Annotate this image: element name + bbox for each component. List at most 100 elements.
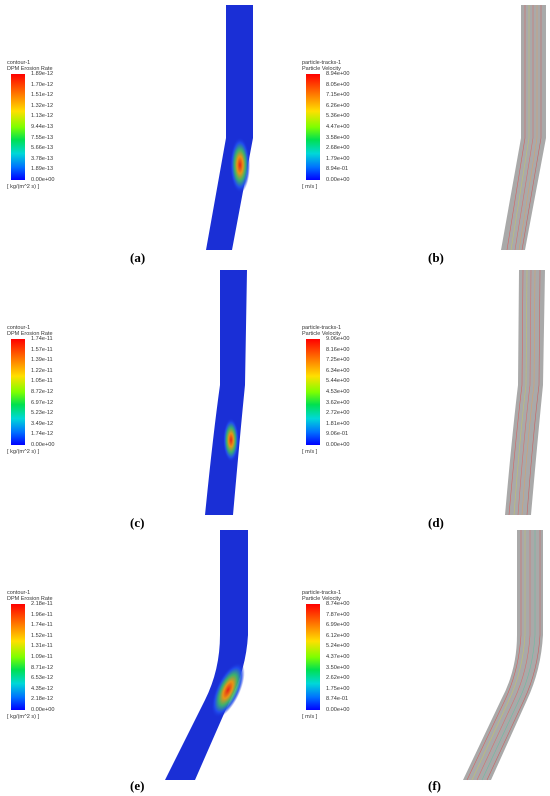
panel-e: contour-1 DPM Erosion Rate 2.18e-11 1.96… <box>0 530 275 795</box>
figure-caption: (e) <box>130 778 144 794</box>
legend-tick: 1.81e+00 <box>326 420 350 427</box>
legend-tick: 3.78e-13 <box>31 155 54 162</box>
legend-tick: 1.13e-12 <box>31 113 54 120</box>
legend-tick: 1.74e-12 <box>31 431 54 438</box>
caption-label: (a) <box>130 250 146 265</box>
color-scale-bar <box>11 604 25 710</box>
legend-unit: [ m/s ] <box>302 184 318 190</box>
panel-d: particle-tracks-1 Particle Velocity 9.06… <box>295 265 550 530</box>
legend-ticks: 8.94e+00 8.05e+00 7.15e+00 6.26e+00 5.36… <box>326 71 376 183</box>
legend-subtitle: DPM Erosion Rate <box>7 596 53 602</box>
figure-caption: (c) <box>130 515 144 531</box>
legend-tick: 8.74e-01 <box>326 696 349 703</box>
legend-tick: 5.66e-13 <box>31 145 54 152</box>
legend-tick: 8.94e+00 <box>326 71 350 77</box>
legend-tick: 1.32e-12 <box>31 102 54 109</box>
panel-f: particle-tracks-1 Particle Velocity 8.74… <box>295 530 550 795</box>
legend-title: particle-tracks-1 <box>302 325 342 331</box>
legend-tick: 7.55e-13 <box>31 134 54 141</box>
panel-a: contour-1 DPM Erosion Rate 1.89e-12 1.70… <box>0 0 275 265</box>
legend-ticks: 1.89e-12 1.70e-12 1.51e-12 1.32e-12 1.13… <box>31 71 81 183</box>
legend-tick: 1.89e-12 <box>31 71 54 77</box>
panel-b: particle-tracks-1 Particle Velocity 8.94… <box>295 0 550 265</box>
legend-unit: [ kg/(m^2 s) ] <box>7 714 40 720</box>
legend-unit: [ kg/(m^2 s) ] <box>7 449 40 455</box>
legend-tick: 4.37e+00 <box>326 654 350 660</box>
legend-tick: 6.97e-12 <box>31 399 54 406</box>
pipe-particle-tracks <box>463 530 543 781</box>
erosion-legend: contour-1 DPM Erosion Rate 1.74e-11 1.57… <box>5 325 135 465</box>
legend-tick: 8.74e+00 <box>326 601 350 607</box>
velocity-legend: particle-tracks-1 Particle Velocity 8.74… <box>300 590 430 730</box>
legend-tick: 1.96e-11 <box>31 611 53 618</box>
legend-subtitle: DPM Erosion Rate <box>7 66 53 72</box>
legend-tick: 8.16e+00 <box>326 346 350 353</box>
legend-tick: 1.31e-11 <box>31 643 53 650</box>
legend-subtitle: Particle Velocity <box>302 596 341 602</box>
caption-label: (e) <box>130 778 145 793</box>
legend-tick: 8.71e-12 <box>31 664 54 671</box>
legend-tick: 3.62e+00 <box>326 399 350 406</box>
legend-title: particle-tracks-1 <box>302 590 342 596</box>
legend-tick: 6.34e+00 <box>326 367 350 374</box>
legend-tick: 5.24e+00 <box>326 643 350 650</box>
legend-subtitle: DPM Erosion Rate <box>7 331 53 337</box>
pipe-particle-tracks <box>505 269 545 516</box>
erosion-legend: contour-1 DPM Erosion Rate 2.18e-11 1.96… <box>5 590 135 730</box>
erosion-legend: contour-1 DPM Erosion Rate 1.89e-12 1.70… <box>5 60 135 200</box>
legend-tick: 0.00e+00 <box>326 707 350 713</box>
legend-tick: 6.26e+00 <box>326 102 350 109</box>
legend-tick: 2.18e-12 <box>31 696 54 703</box>
legend-tick: 1.52e-11 <box>31 632 53 639</box>
figure-caption: (a) <box>130 250 145 266</box>
legend-tick: 4.47e+00 <box>326 124 350 130</box>
color-scale-bar <box>306 74 320 180</box>
legend-tick: 4.35e-12 <box>31 685 54 692</box>
velocity-legend: particle-tracks-1 Particle Velocity 8.94… <box>300 60 430 200</box>
legend-tick: 5.44e+00 <box>326 378 350 385</box>
legend-tick: 8.72e-12 <box>31 389 54 395</box>
legend-tick: 3.49e-12 <box>31 420 54 427</box>
legend-tick: 1.75e+00 <box>326 685 350 692</box>
legend-subtitle: Particle Velocity <box>302 331 341 337</box>
legend-tick: 5.36e+00 <box>326 113 350 120</box>
legend-tick: 7.87e+00 <box>326 611 350 618</box>
legend-unit: [ m/s ] <box>302 449 318 455</box>
pipe-erosion-contour <box>206 5 253 250</box>
legend-tick: 6.12e+00 <box>326 632 350 639</box>
figure-caption: (d) <box>428 515 444 531</box>
legend-tick: 1.89e-13 <box>31 166 54 173</box>
velocity-legend: particle-tracks-1 Particle Velocity 9.06… <box>300 325 430 465</box>
figure-caption: (f) <box>428 778 441 794</box>
legend-tick: 1.70e-12 <box>31 81 54 88</box>
legend-tick: 1.09e-11 <box>31 654 53 660</box>
legend-tick: 2.72e+00 <box>326 410 350 417</box>
legend-tick: 2.68e+00 <box>326 145 350 152</box>
legend-tick: 9.06e+00 <box>326 336 350 342</box>
legend-unit: [ kg/(m^2 s) ] <box>7 184 40 190</box>
legend-tick: 9.06e-01 <box>326 431 349 438</box>
legend-tick: 0.00e+00 <box>31 707 55 713</box>
legend-tick: 3.58e+00 <box>326 134 350 141</box>
legend-tick: 0.00e+00 <box>326 177 350 183</box>
legend-subtitle: Particle Velocity <box>302 66 341 72</box>
legend-tick: 3.50e+00 <box>326 664 350 671</box>
color-scale-bar <box>11 74 25 180</box>
legend-tick: 8.05e+00 <box>326 81 350 88</box>
legend-tick: 0.00e+00 <box>31 177 55 183</box>
legend-tick: 1.57e-11 <box>31 346 53 353</box>
legend-tick: 1.74e-11 <box>31 336 53 342</box>
pipe-erosion-contour <box>165 530 248 780</box>
legend-tick: 1.39e-11 <box>31 357 53 364</box>
legend-tick: 1.51e-12 <box>31 92 54 99</box>
legend-tick: 8.94e-01 <box>326 166 349 173</box>
caption-label: (b) <box>428 250 444 265</box>
legend-tick: 9.44e-13 <box>31 124 54 130</box>
legend-tick: 1.79e+00 <box>326 155 350 162</box>
panel-c: contour-1 DPM Erosion Rate 1.74e-11 1.57… <box>0 265 275 530</box>
legend-tick: 2.18e-11 <box>31 601 53 607</box>
legend-tick: 7.15e+00 <box>326 92 350 99</box>
legend-tick: 6.99e+00 <box>326 622 350 629</box>
caption-label: (d) <box>428 515 444 530</box>
legend-tick: 2.62e+00 <box>326 675 350 682</box>
